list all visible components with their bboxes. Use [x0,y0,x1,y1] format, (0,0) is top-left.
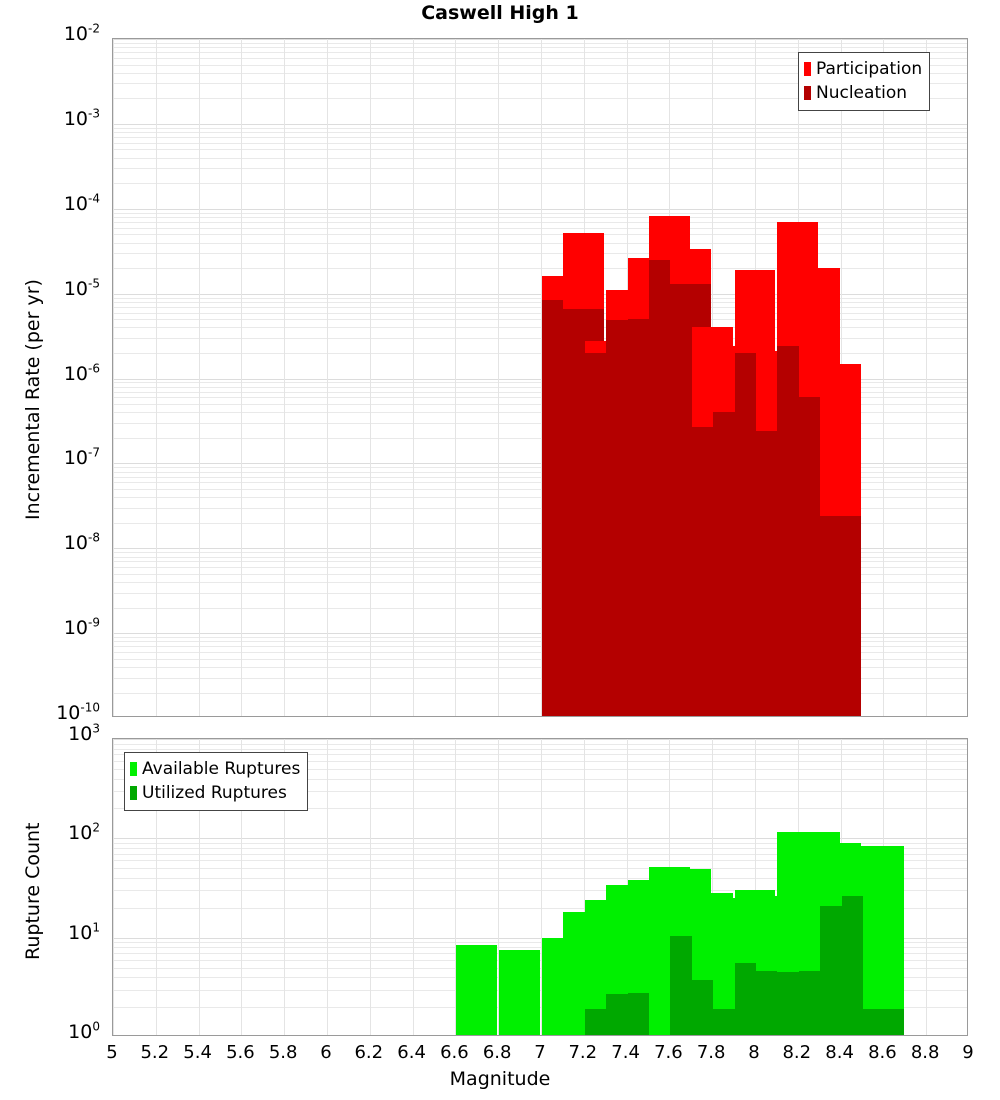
y-tick: 101 [0,924,108,943]
incremental-rate-plot [112,38,968,717]
y-tick: 10-5 [0,280,108,299]
y-tick: 10-6 [0,365,108,384]
top-y-axis-title: Incremental Rate (per yr) [22,279,44,520]
figure-canvas: Caswell High 1 10-2 10-3 10-4 10-5 10-6 10-7 1… [0,0,1000,1100]
legend-item-participation: Participation [804,57,922,81]
bar [820,364,861,717]
legend-label-utilized-ruptures: Utilized Ruptures [142,785,287,802]
x-axis-title: Magnitude [0,1068,1000,1090]
y-tick: 100 [0,1023,108,1042]
y-tick: 102 [0,824,108,843]
bar [499,950,540,1036]
legend-item-utilized-ruptures: Utilized Ruptures [130,781,300,805]
nucleation-swatch-icon [804,86,811,100]
y-tick: 10-9 [0,619,108,638]
bar [456,945,497,1036]
legend-item-nucleation: Nucleation [804,81,922,105]
y-tick: 10-10 [0,704,108,723]
y-tick: 10-2 [0,25,108,44]
utilized-ruptures-swatch-icon [130,786,137,800]
bottom-legend: Available Ruptures Utilized Ruptures [124,752,308,811]
x-tick: 9 [938,1042,998,1063]
legend-label-available-ruptures: Available Ruptures [142,761,300,778]
page-title: Caswell High 1 [0,2,1000,24]
y-tick: 10-4 [0,195,108,214]
legend-item-available-ruptures: Available Ruptures [130,757,300,781]
y-tick: 10-3 [0,110,108,129]
y-tick: 10-8 [0,534,108,553]
participation-swatch-icon [804,62,811,76]
y-tick: 103 [0,725,108,744]
legend-label-nucleation: Nucleation [816,85,907,102]
top-legend: Participation Nucleation [798,52,930,111]
available-ruptures-swatch-icon [130,762,137,776]
legend-label-participation: Participation [816,61,922,78]
bottom-y-axis-title: Rupture Count [22,823,44,961]
y-tick: 10-7 [0,449,108,468]
bar [863,846,904,1036]
